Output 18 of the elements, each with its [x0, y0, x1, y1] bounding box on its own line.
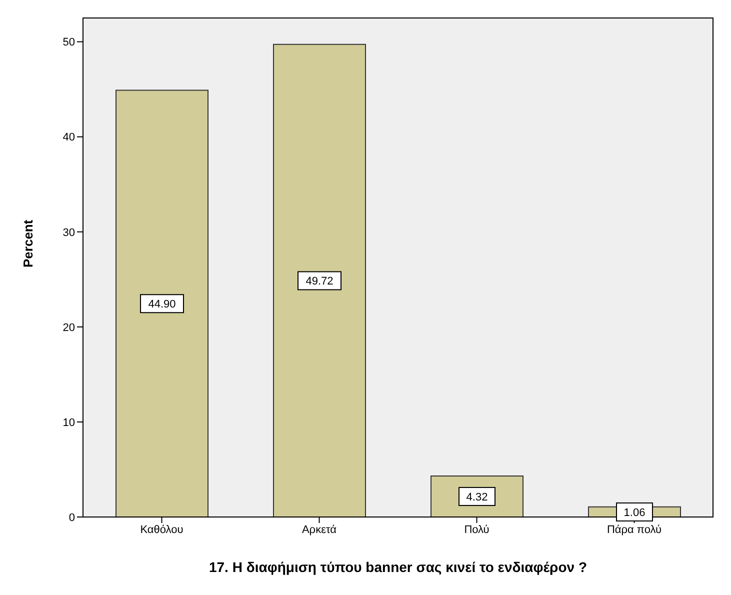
data-label: 4.32	[466, 491, 488, 504]
y-axis-title: Percent	[20, 219, 36, 268]
data-label: 1.06	[624, 506, 646, 519]
bar	[116, 90, 208, 517]
y-tick-label: 0	[68, 512, 75, 524]
bar	[273, 44, 366, 517]
y-tick-label: 10	[62, 416, 75, 429]
x-tick-label: Αρκετά	[302, 524, 338, 536]
x-tick-label: Καθόλου	[140, 524, 184, 536]
y-tick-label: 50	[62, 36, 75, 49]
y-tick-label: 30	[62, 226, 75, 239]
y-tick-label: 20	[62, 322, 75, 334]
x-axis-title: 17. Η διαφήμιση τύπου banner σας κινεί το ενδιαφέρον ?	[208, 559, 588, 575]
data-label: 44.90	[148, 298, 176, 311]
data-label: 49.72	[306, 276, 334, 288]
x-tick-label: Πολύ	[464, 524, 490, 536]
y-tick-label: 40	[62, 132, 75, 144]
x-tick-label: Πάρα πολύ	[606, 524, 662, 536]
